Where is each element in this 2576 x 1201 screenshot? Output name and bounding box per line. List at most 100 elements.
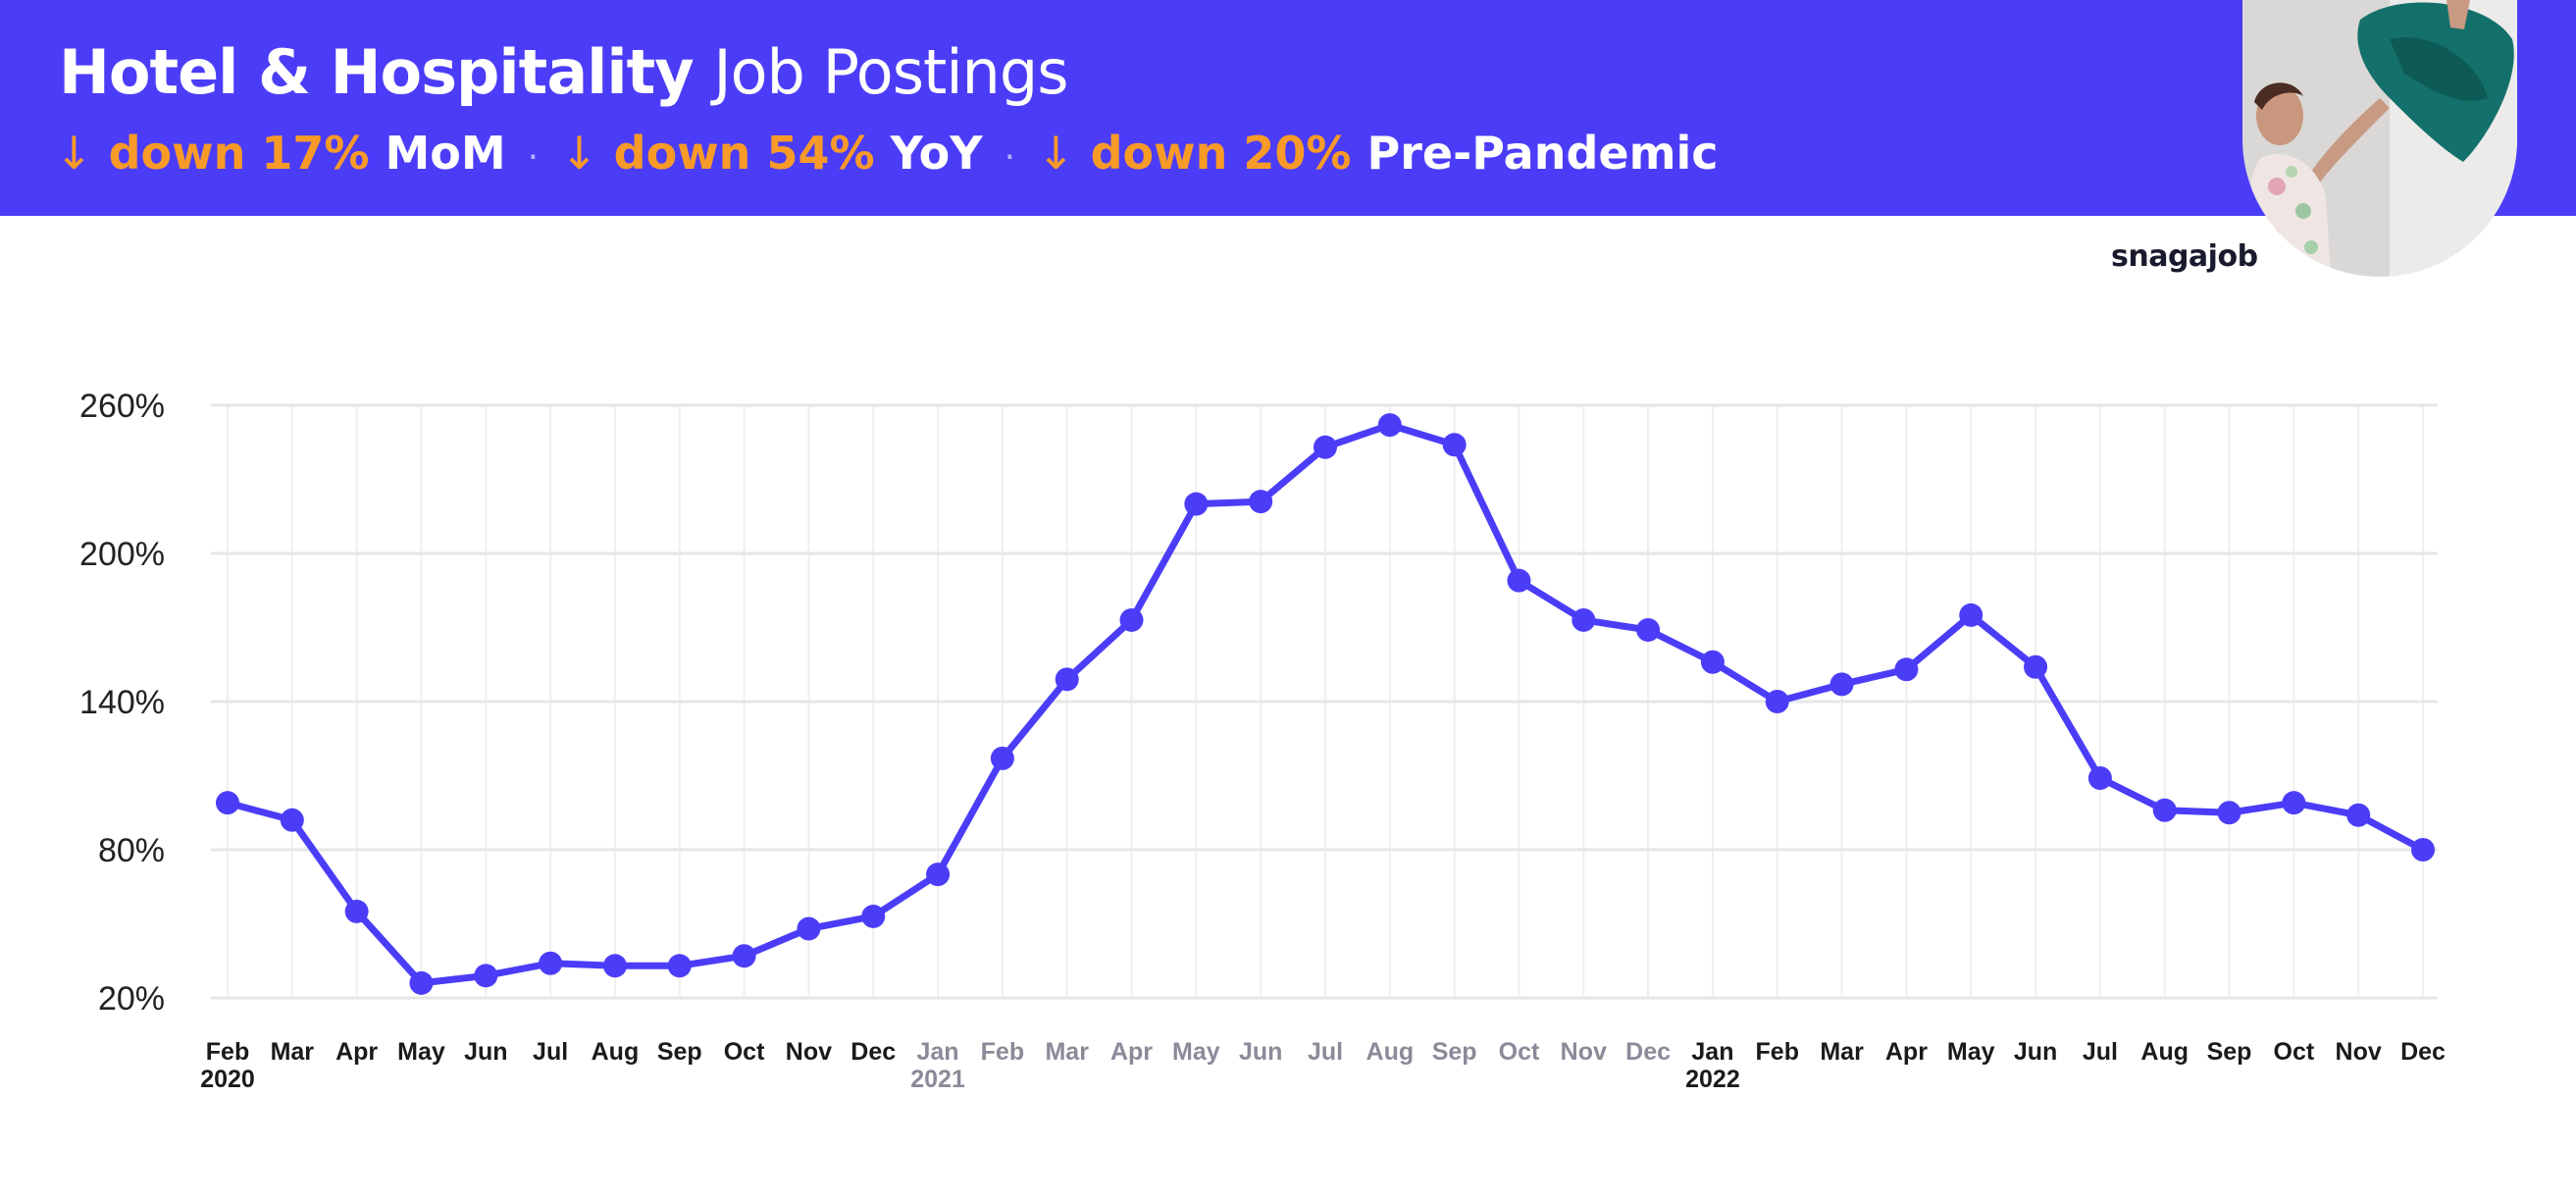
x-tick-label: Oct <box>724 1038 765 1066</box>
x-year-label: 2020 <box>200 1066 255 1093</box>
x-year-label: 2021 <box>910 1066 965 1093</box>
y-tick-label: 80% <box>98 832 165 869</box>
x-tick-label: May <box>397 1038 445 1066</box>
x-tick-label: May <box>1172 1038 1220 1066</box>
data-point <box>2087 766 2112 791</box>
x-tick-label: Apr <box>335 1038 378 1066</box>
stat-period: MoM <box>385 127 506 180</box>
x-tick-label: Sep <box>1432 1038 1477 1066</box>
data-point <box>2152 798 2177 822</box>
data-point <box>1636 618 1661 643</box>
data-point <box>1894 657 1919 682</box>
y-tick-label: 20% <box>98 980 165 1018</box>
data-point <box>2346 803 2371 827</box>
stat-delta: down 54% <box>613 127 875 180</box>
title-bold: Hotel & Hospitality <box>59 36 695 108</box>
data-point <box>667 954 692 978</box>
y-tick-label: 260% <box>79 388 165 425</box>
separator-dot: · <box>527 137 540 178</box>
data-point <box>2411 838 2435 862</box>
data-point <box>1377 413 1402 438</box>
x-tick-label: Jan <box>1691 1038 1733 1066</box>
data-point <box>990 746 1014 770</box>
data-point <box>1700 650 1725 674</box>
down-arrow-icon: ↓ <box>560 127 598 180</box>
data-point <box>409 970 434 995</box>
page-title: Hotel & Hospitality Job Postings <box>59 33 1069 112</box>
data-point <box>1507 568 1531 593</box>
x-tick-label: Jul <box>533 1038 568 1066</box>
data-point <box>1571 607 1596 632</box>
stat-delta: down 20% <box>1090 127 1352 180</box>
x-tick-label: Feb <box>206 1038 249 1066</box>
x-tick-label: Nov <box>1561 1038 1607 1066</box>
data-point <box>1314 435 1337 459</box>
stat-delta: down 17% <box>108 127 370 180</box>
x-tick-label: Aug <box>2140 1038 2189 1066</box>
data-point <box>797 916 821 941</box>
x-tick-label: Feb <box>981 1038 1024 1066</box>
down-arrow-icon: ↓ <box>1037 127 1075 180</box>
x-tick-label: Aug <box>1366 1038 1415 1066</box>
x-tick-label: Feb <box>1756 1038 1799 1066</box>
data-point <box>1959 602 1984 627</box>
x-tick-label: Mar <box>1045 1038 1089 1066</box>
data-point <box>1055 667 1079 692</box>
x-tick-label: Sep <box>657 1038 702 1066</box>
stat-mom: ↓ down 17% MoM <box>55 122 506 184</box>
photo-illustration <box>2242 0 2517 277</box>
data-point <box>926 862 951 887</box>
x-tick-label: Aug <box>592 1038 640 1066</box>
x-tick-label: Jul <box>2083 1038 2118 1066</box>
y-tick-label: 140% <box>79 684 165 721</box>
data-point <box>732 944 756 968</box>
data-point <box>1249 490 1273 514</box>
x-tick-label: Jun <box>2014 1038 2057 1066</box>
brand-logo: snagajob <box>2111 239 2258 274</box>
down-arrow-icon: ↓ <box>55 127 93 180</box>
data-point <box>1765 690 1789 713</box>
stat-yoy: ↓ down 54% YoY <box>560 122 982 184</box>
stat-pre-pandemic: ↓ down 20% Pre-Pandemic <box>1037 122 1719 184</box>
x-tick-label: Jan <box>917 1038 959 1066</box>
x-tick-label: Oct <box>2274 1038 2315 1066</box>
stat-period: Pre-Pandemic <box>1366 127 1719 180</box>
x-tick-label: Jun <box>464 1038 507 1066</box>
line-chart: 20% 80% 140% 200% 260% Feb Mar Apr May Jun Jul Aug S… <box>79 388 2446 1093</box>
data-point <box>1442 433 1467 457</box>
title-light: Job Postings <box>713 36 1068 108</box>
data-point <box>474 964 498 988</box>
x-tick-label: Nov <box>786 1038 832 1066</box>
data-point <box>1119 607 1144 632</box>
x-tick-label: Nov <box>2336 1038 2382 1066</box>
housekeeper-photo <box>2242 0 2517 277</box>
stats-line: ↓ down 17% MoM · ↓ down 54% YoY · ↓ down 20%… <box>55 122 1719 189</box>
data-point <box>2282 791 2306 815</box>
x-tick-label: Oct <box>1499 1038 1540 1066</box>
data-point <box>344 899 369 923</box>
x-tick-label: Mar <box>271 1038 315 1066</box>
separator-dot: · <box>1004 137 1016 178</box>
data-point <box>280 808 304 832</box>
data-point <box>216 791 239 815</box>
y-tick-label: 200% <box>79 536 165 573</box>
x-tick-label: Apr <box>1885 1038 1928 1066</box>
data-point <box>1184 492 1209 516</box>
data-point <box>602 954 627 978</box>
x-tick-label: Dec <box>1625 1038 1671 1066</box>
data-point <box>1829 672 1854 697</box>
x-tick-label: Jul <box>1308 1038 1343 1066</box>
data-point <box>2024 654 2048 679</box>
x-tick-label: Sep <box>2207 1038 2252 1066</box>
x-tick-label: Apr <box>1110 1038 1153 1066</box>
stat-period: YoY <box>890 127 983 180</box>
x-tick-label: Jun <box>1239 1038 1282 1066</box>
data-point <box>2217 801 2241 825</box>
x-tick-label: Mar <box>1820 1038 1864 1066</box>
x-tick-label: May <box>1947 1038 1995 1066</box>
header-banner: Hotel & Hospitality Job Postings ↓ down … <box>0 0 2576 216</box>
x-tick-label: Dec <box>850 1038 896 1066</box>
data-point <box>861 904 886 928</box>
data-point <box>539 951 563 975</box>
x-year-label: 2022 <box>1685 1066 1740 1093</box>
